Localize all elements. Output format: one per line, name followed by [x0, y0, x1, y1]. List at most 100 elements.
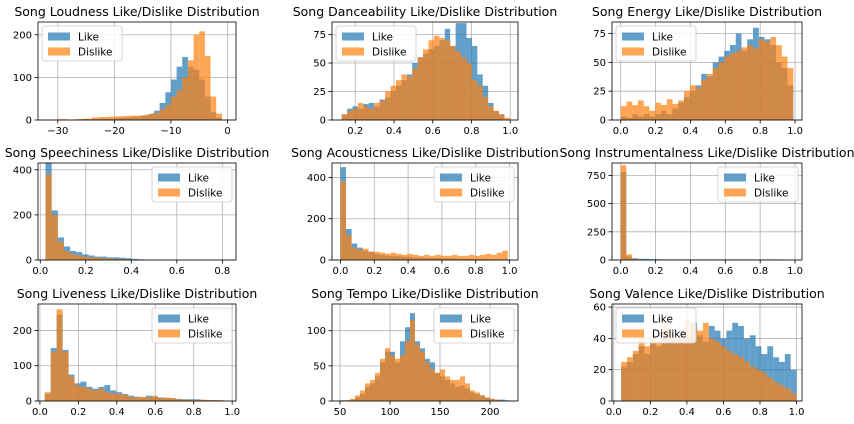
x-tick-label: 0.4: [400, 266, 416, 277]
x-tick-label: 0.8: [752, 126, 768, 137]
histogram-bar-like: [643, 258, 649, 260]
histogram-bar-dislike: [468, 254, 475, 260]
legend-label-dislike: Dislike: [372, 47, 406, 59]
histogram-bar-dislike: [146, 397, 152, 401]
histogram-bar-dislike: [193, 399, 200, 401]
histogram-bar-dislike: [656, 341, 663, 401]
histogram-bar-dislike: [685, 319, 692, 401]
histogram-bar-dislike: [753, 48, 759, 120]
histogram-bar-dislike: [423, 49, 429, 120]
y-tick-label: 60: [593, 303, 606, 314]
histogram-bar-dislike: [340, 181, 347, 260]
histogram-bar-dislike: [724, 56, 731, 120]
histogram-bar-dislike: [755, 369, 762, 401]
axes-frame: [37, 303, 237, 402]
legend-swatch-dislike: [724, 188, 746, 197]
histogram-bar-like: [131, 258, 138, 260]
x-tick-label: 0: [224, 126, 230, 137]
series-dislike: [620, 165, 677, 260]
histogram-bar-dislike: [100, 117, 109, 120]
histogram-bar-dislike: [738, 357, 744, 401]
histogram-bar-dislike: [425, 362, 430, 401]
x-tick-label: 0.6: [715, 407, 731, 418]
histogram-bar-dislike: [637, 100, 644, 120]
legend: Like Dislike: [717, 166, 799, 203]
histogram-bar-dislike: [347, 110, 353, 120]
histogram-bar-dislike: [368, 108, 375, 120]
x-tick-label: 0.6: [434, 266, 450, 277]
legend: Like Dislike: [151, 166, 233, 203]
series-dislike: [44, 309, 224, 401]
histogram-bar-dislike: [140, 396, 147, 401]
histogram-bar-like: [784, 354, 791, 401]
legend-label-like: Like: [470, 314, 491, 326]
histogram-bar-dislike: [395, 358, 400, 401]
x-tick-label: 0.2: [648, 266, 664, 277]
histogram-bar-dislike: [429, 255, 436, 260]
histogram-bar-dislike: [479, 254, 486, 260]
histogram-bar-dislike: [412, 254, 419, 260]
x-tick-label: 0.4: [682, 126, 698, 137]
histogram-bar-dislike: [632, 105, 638, 120]
legend-swatch-dislike: [342, 47, 364, 56]
histogram-bar-dislike: [778, 385, 785, 401]
x-tick-label: 1.0: [787, 266, 803, 277]
histogram-bar-dislike: [163, 397, 170, 401]
histogram-bar-dislike: [204, 56, 211, 120]
histogram-bar-dislike: [450, 45, 456, 120]
histogram-bar-dislike: [475, 392, 480, 401]
histogram-bar-dislike: [357, 102, 364, 120]
legend-label-dislike: Dislike: [470, 329, 504, 341]
x-tick-label: 200: [480, 407, 499, 418]
x-tick-label: 0.6: [169, 266, 185, 277]
histogram-bar-dislike: [210, 96, 217, 120]
legend-label-like: Like: [188, 314, 209, 326]
histogram-bar-dislike: [649, 110, 656, 120]
histogram-bar-dislike: [418, 255, 425, 260]
histogram-bar-like: [778, 361, 785, 401]
histogram-bar-dislike: [363, 106, 369, 120]
y-tick-label: 100: [307, 326, 326, 337]
series-dislike: [620, 36, 794, 121]
histogram-bar-dislike: [420, 351, 425, 401]
histogram-bar-dislike: [480, 395, 485, 401]
x-tick-label: 0.0: [606, 407, 622, 418]
legend: Like Dislike: [335, 25, 417, 62]
subplot-3: Song Energy Like/Dislike Distribution 0.0…: [592, 4, 822, 137]
histogram-bar-dislike: [365, 383, 370, 401]
axes-frame: [331, 162, 519, 261]
histogram-bar-dislike: [461, 57, 467, 120]
histogram-bar-dislike: [352, 108, 358, 120]
histogram-bar-like: [767, 346, 774, 401]
histogram-bar-dislike: [405, 341, 410, 401]
legend: Like Dislike: [433, 307, 515, 344]
legend-label-dislike: Dislike: [188, 188, 222, 200]
histogram-bar-dislike: [351, 247, 358, 260]
histogram-bar-dislike: [68, 376, 75, 401]
legend: Like Dislike: [615, 25, 697, 62]
y-tick-label: 0: [320, 397, 326, 408]
histogram-bar-dislike: [165, 105, 171, 120]
axes-frame: [611, 21, 803, 121]
subplot-5: Song Acousticness Like/Dislike Distribut…: [291, 145, 559, 277]
histogram-bar-dislike: [412, 68, 418, 120]
histogram-bar-dislike: [712, 68, 719, 120]
histogram-bar-dislike: [390, 355, 395, 401]
histogram-bar-dislike: [350, 398, 355, 401]
x-tick-label: 1.0: [789, 407, 805, 418]
legend-swatch-like: [158, 314, 180, 323]
histogram-bar-dislike: [176, 90, 183, 120]
x-tick-label: 0.8: [464, 126, 480, 137]
legend-swatch-like: [724, 173, 746, 182]
series-dislike: [621, 319, 797, 401]
histogram-bar-dislike: [375, 372, 380, 401]
histogram-bar-dislike: [62, 351, 69, 401]
histogram-bar-dislike: [667, 330, 674, 401]
histogram-bar-dislike: [655, 102, 661, 120]
histogram-bar-dislike: [417, 57, 424, 120]
histogram-bar-dislike: [63, 250, 71, 260]
histogram-bar-dislike: [142, 114, 152, 120]
histogram-bar-dislike: [466, 63, 472, 120]
histogram-bar-dislike: [626, 357, 633, 401]
histogram-bar-like: [125, 258, 132, 260]
